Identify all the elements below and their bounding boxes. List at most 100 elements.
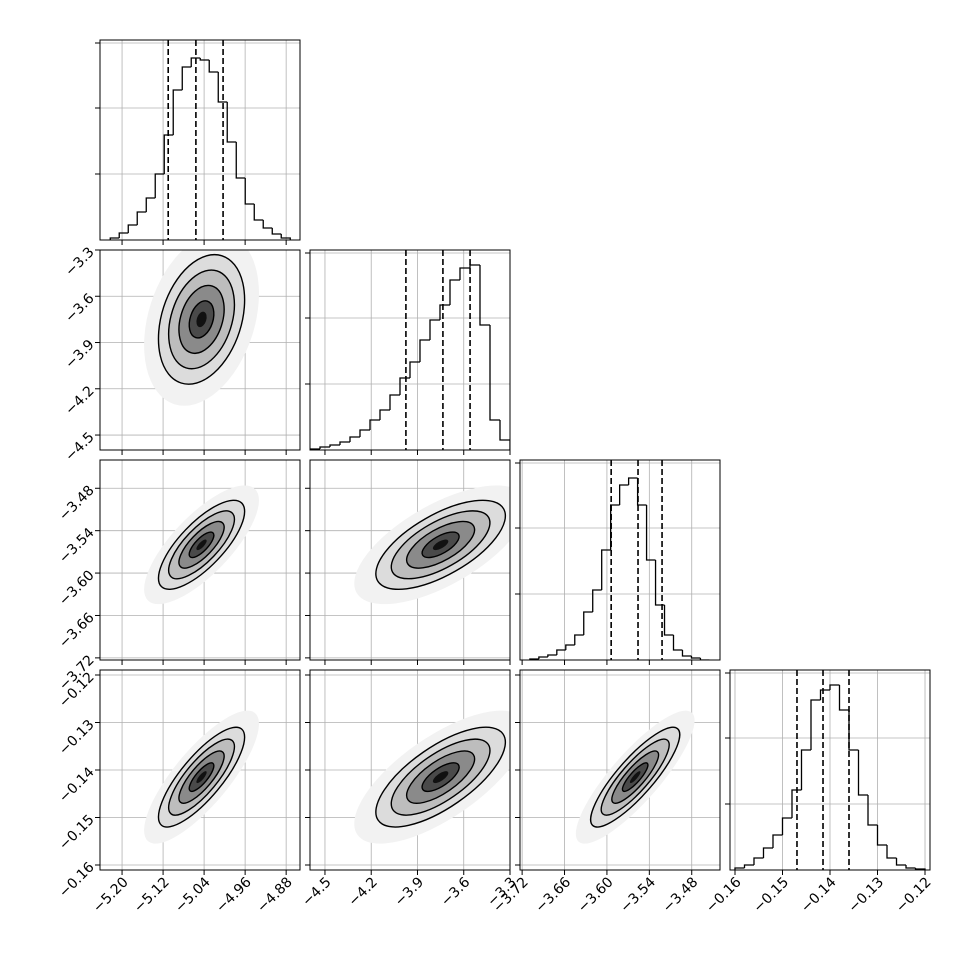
hist-step xyxy=(645,505,656,561)
hist-step xyxy=(280,234,291,240)
x-tick-label: −4.88 xyxy=(254,874,296,916)
x-tick-label: −3.6 xyxy=(438,874,473,909)
hist-step xyxy=(547,654,557,657)
density-contour xyxy=(196,771,207,784)
hist-step xyxy=(601,549,611,590)
panel xyxy=(100,250,300,450)
hist-step xyxy=(163,134,174,174)
panel xyxy=(520,460,720,660)
x-tick-label: −5.12 xyxy=(131,874,173,916)
hist-step xyxy=(479,265,490,326)
x-tick-label: −0.12 xyxy=(893,874,935,916)
x-tick-label: −0.16 xyxy=(703,874,745,916)
hist-step xyxy=(781,817,792,835)
hist-step xyxy=(199,58,210,61)
hist-step xyxy=(469,264,480,268)
density-contour xyxy=(629,771,641,784)
hist-step xyxy=(226,102,237,143)
hist-step xyxy=(190,57,201,67)
panel-frame xyxy=(309,249,511,451)
hist-step xyxy=(329,444,340,447)
hist-step xyxy=(244,178,255,205)
x-tick-label: −3.48 xyxy=(660,874,702,916)
panel xyxy=(100,40,300,240)
hist-step xyxy=(349,436,360,442)
panel-frame xyxy=(309,669,511,871)
panel-frame xyxy=(519,459,721,661)
hist-step xyxy=(556,649,566,655)
hist-step xyxy=(848,710,859,751)
panel xyxy=(310,250,510,450)
hist-step xyxy=(429,319,440,340)
hist-step xyxy=(109,237,120,240)
panel-frame xyxy=(99,669,301,871)
hist-step xyxy=(459,267,470,280)
y-tick-label: −3.54 xyxy=(56,525,98,567)
hist-step xyxy=(253,204,264,221)
panel-frame xyxy=(99,249,301,451)
x-tick-label: −3.66 xyxy=(533,874,575,916)
hist-step xyxy=(734,867,745,870)
hist-step xyxy=(208,60,219,73)
hist-step xyxy=(663,605,674,636)
hist-step xyxy=(565,644,575,650)
panel-frame xyxy=(309,459,511,661)
hist-step xyxy=(574,634,584,645)
x-tick-label: −4.2 xyxy=(346,874,381,909)
hist-step xyxy=(838,685,850,711)
hist-step xyxy=(379,409,390,420)
hist-step xyxy=(819,689,830,700)
hist-step xyxy=(489,325,500,421)
x-tick-label: −5.04 xyxy=(172,874,214,916)
panel xyxy=(310,670,510,870)
hist-step xyxy=(895,858,907,866)
hist-step xyxy=(829,684,840,690)
y-tick-label: −4.5 xyxy=(62,429,97,464)
hist-step xyxy=(118,232,129,238)
panel-frame xyxy=(99,459,301,661)
x-tick-label: −3.54 xyxy=(617,874,659,916)
hist-step xyxy=(538,656,548,659)
x-tick-label: −4.5 xyxy=(299,874,334,909)
density-contour xyxy=(196,539,207,551)
hist-step xyxy=(399,377,410,395)
hist-step xyxy=(262,220,273,229)
y-tick-label: −3.60 xyxy=(56,567,98,609)
hist-step xyxy=(743,864,754,868)
hist-step xyxy=(592,589,602,612)
hist-step xyxy=(339,441,350,445)
y-tick-label: −0.13 xyxy=(56,717,98,759)
y-tick-label: −0.15 xyxy=(56,812,98,854)
hist-step xyxy=(389,394,400,410)
density-contour xyxy=(432,771,449,784)
hist-step xyxy=(636,478,647,506)
hist-step xyxy=(876,825,888,846)
hist-step xyxy=(618,484,629,505)
x-tick-label: −3.60 xyxy=(575,874,617,916)
hist-step xyxy=(235,142,246,179)
hist-step xyxy=(753,857,764,865)
density-contour xyxy=(196,311,207,328)
hist-step xyxy=(439,304,450,320)
x-tick-label: −0.14 xyxy=(798,874,840,916)
y-tick-label: −3.6 xyxy=(62,291,97,326)
x-tick-label: −5.20 xyxy=(90,874,132,916)
hist-step xyxy=(136,211,147,225)
hist-step xyxy=(672,635,683,651)
panel xyxy=(100,460,300,660)
hist-step xyxy=(610,504,620,550)
hist-step xyxy=(681,650,692,657)
x-tick-label: −4.96 xyxy=(213,874,255,916)
y-tick-label: −3.66 xyxy=(56,610,98,652)
hist-step xyxy=(310,448,320,450)
x-tick-label: −3.9 xyxy=(392,874,427,909)
hist-step xyxy=(699,658,710,660)
hist-step xyxy=(772,834,783,848)
x-tick-label: −0.13 xyxy=(846,874,888,916)
hist-step xyxy=(791,789,802,818)
y-tick-label: −3.3 xyxy=(62,244,97,279)
density-contour xyxy=(432,539,449,551)
hist-step xyxy=(172,89,183,135)
panel xyxy=(100,670,300,870)
